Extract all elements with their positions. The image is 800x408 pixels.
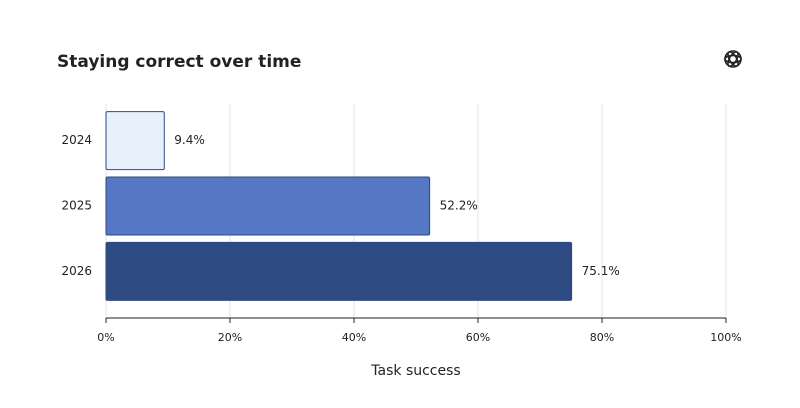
- x-tick-label: 80%: [590, 331, 614, 344]
- y-tick-label: 2026: [61, 264, 92, 278]
- x-tick-label: 20%: [218, 331, 242, 344]
- bar: [105, 176, 431, 236]
- value-label: 9.4%: [174, 133, 205, 147]
- bar: [105, 241, 573, 301]
- x-tick-label: 60%: [466, 331, 490, 344]
- chart-title: Staying correct over time: [57, 52, 301, 72]
- y-tick-label: 2024: [61, 133, 92, 147]
- value-label: 52.2%: [440, 199, 478, 213]
- y-tick-label: 2025: [61, 199, 92, 213]
- x-tick-label: 40%: [342, 331, 366, 344]
- x-tick-label: 0%: [97, 331, 114, 344]
- bar: [105, 111, 165, 171]
- x-axis-label: Task success: [370, 363, 460, 379]
- value-label: 75.1%: [582, 264, 620, 278]
- logo: [724, 50, 742, 68]
- x-tick-label: 100%: [710, 331, 741, 344]
